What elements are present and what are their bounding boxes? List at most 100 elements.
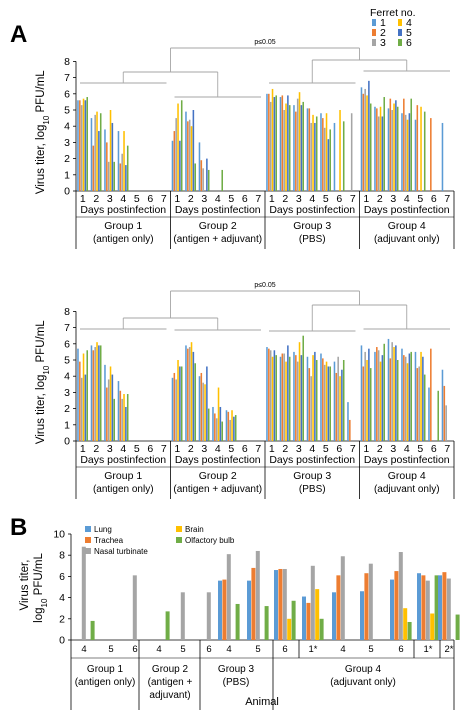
- bar: [300, 355, 303, 441]
- day-tick-label: 6: [336, 193, 342, 205]
- bar: [437, 390, 439, 441]
- bar: [283, 353, 285, 441]
- bar: [226, 554, 231, 640]
- day-tick-label: 6: [242, 443, 248, 455]
- bar: [283, 110, 285, 191]
- bar: [79, 100, 81, 191]
- bar: [171, 140, 174, 191]
- y-tick-label: 10: [53, 529, 65, 541]
- group-sublabel: (adjuvant only): [330, 677, 396, 688]
- bar: [416, 368, 419, 441]
- bar: [377, 116, 380, 191]
- bar: [107, 379, 110, 441]
- day-tick-label: 3: [296, 443, 302, 455]
- bar: [175, 118, 177, 191]
- bar: [368, 348, 370, 441]
- bar: [121, 153, 123, 191]
- bar: [279, 97, 282, 191]
- day-tick-label: 2: [282, 193, 288, 205]
- bar: [222, 579, 227, 640]
- bar: [434, 575, 439, 640]
- bar: [215, 418, 218, 441]
- bar: [206, 158, 208, 191]
- day-tick-label: 6: [147, 443, 153, 455]
- bar: [202, 382, 204, 441]
- bar: [393, 347, 395, 441]
- bar: [207, 169, 210, 191]
- bar: [192, 351, 195, 441]
- bar: [391, 342, 393, 441]
- day-tick-label: 2: [93, 193, 99, 205]
- bar: [117, 381, 120, 441]
- bar: [308, 368, 311, 441]
- bar: [177, 360, 179, 441]
- group-sublabel: (antigen only): [93, 234, 154, 245]
- bar: [314, 122, 316, 191]
- ferret-legend-entry: 6: [406, 37, 412, 49]
- bar: [269, 101, 272, 191]
- day-tick-label: 1: [269, 443, 275, 455]
- animal-label: 6: [398, 644, 403, 655]
- bar: [310, 565, 315, 640]
- bar: [217, 387, 220, 441]
- day-tick-label: 7: [350, 193, 356, 205]
- bar: [410, 98, 412, 191]
- bar: [279, 356, 282, 441]
- bar: [322, 118, 324, 191]
- bar: [171, 377, 174, 441]
- y-tick-label: 4: [59, 592, 65, 604]
- bar: [235, 603, 240, 640]
- bar: [194, 163, 196, 191]
- bar: [233, 416, 235, 441]
- bar: [394, 571, 399, 640]
- group-label: Group 1: [104, 220, 142, 232]
- day-tick-label: 1: [269, 193, 275, 205]
- tissue-legend-entry: Brain: [185, 525, 204, 534]
- bar: [180, 592, 185, 640]
- bar: [379, 106, 382, 191]
- bar: [393, 103, 395, 191]
- group-label: Group 4: [388, 220, 426, 232]
- tissue-legend-swatch: [85, 537, 91, 543]
- bar: [231, 410, 233, 441]
- bar: [275, 95, 277, 191]
- bar: [423, 111, 426, 191]
- significance-label: p≤0.05: [254, 39, 275, 46]
- bar: [408, 113, 411, 191]
- day-tick-label: 5: [134, 193, 140, 205]
- panel-label-b: B: [10, 514, 27, 541]
- bar: [407, 621, 412, 640]
- bar: [414, 351, 417, 441]
- ferret-legend-swatch: [398, 39, 402, 46]
- bar: [325, 113, 328, 191]
- bar: [295, 355, 297, 441]
- bar: [302, 101, 304, 191]
- animal-label: 5: [255, 644, 260, 655]
- bar: [387, 108, 390, 191]
- chart-b: 0 2 4 6 8 10 Virus titer,log10 PFU/mL Lung Trach…: [19, 525, 460, 710]
- bar: [362, 366, 365, 441]
- bar: [84, 374, 87, 441]
- bar: [106, 142, 108, 191]
- bar: [391, 110, 393, 191]
- bar: [84, 100, 87, 191]
- group-label: Group 3: [218, 664, 255, 675]
- bar: [255, 550, 260, 640]
- day-tick-label: 2: [93, 443, 99, 455]
- bar: [364, 573, 369, 640]
- bar: [202, 168, 204, 191]
- y-tick-label: 3: [64, 387, 70, 399]
- bar: [86, 97, 88, 191]
- day-tick-label: 5: [228, 193, 234, 205]
- bar: [315, 360, 318, 441]
- bar: [173, 131, 176, 191]
- day-tick-label: 7: [161, 443, 167, 455]
- bar: [175, 379, 177, 441]
- bar: [293, 105, 295, 191]
- bar: [379, 361, 382, 441]
- bar: [306, 602, 311, 640]
- y-tick-label: 6: [64, 88, 70, 100]
- day-tick-label: 3: [107, 443, 113, 455]
- bar: [179, 140, 181, 191]
- bar: [264, 606, 269, 640]
